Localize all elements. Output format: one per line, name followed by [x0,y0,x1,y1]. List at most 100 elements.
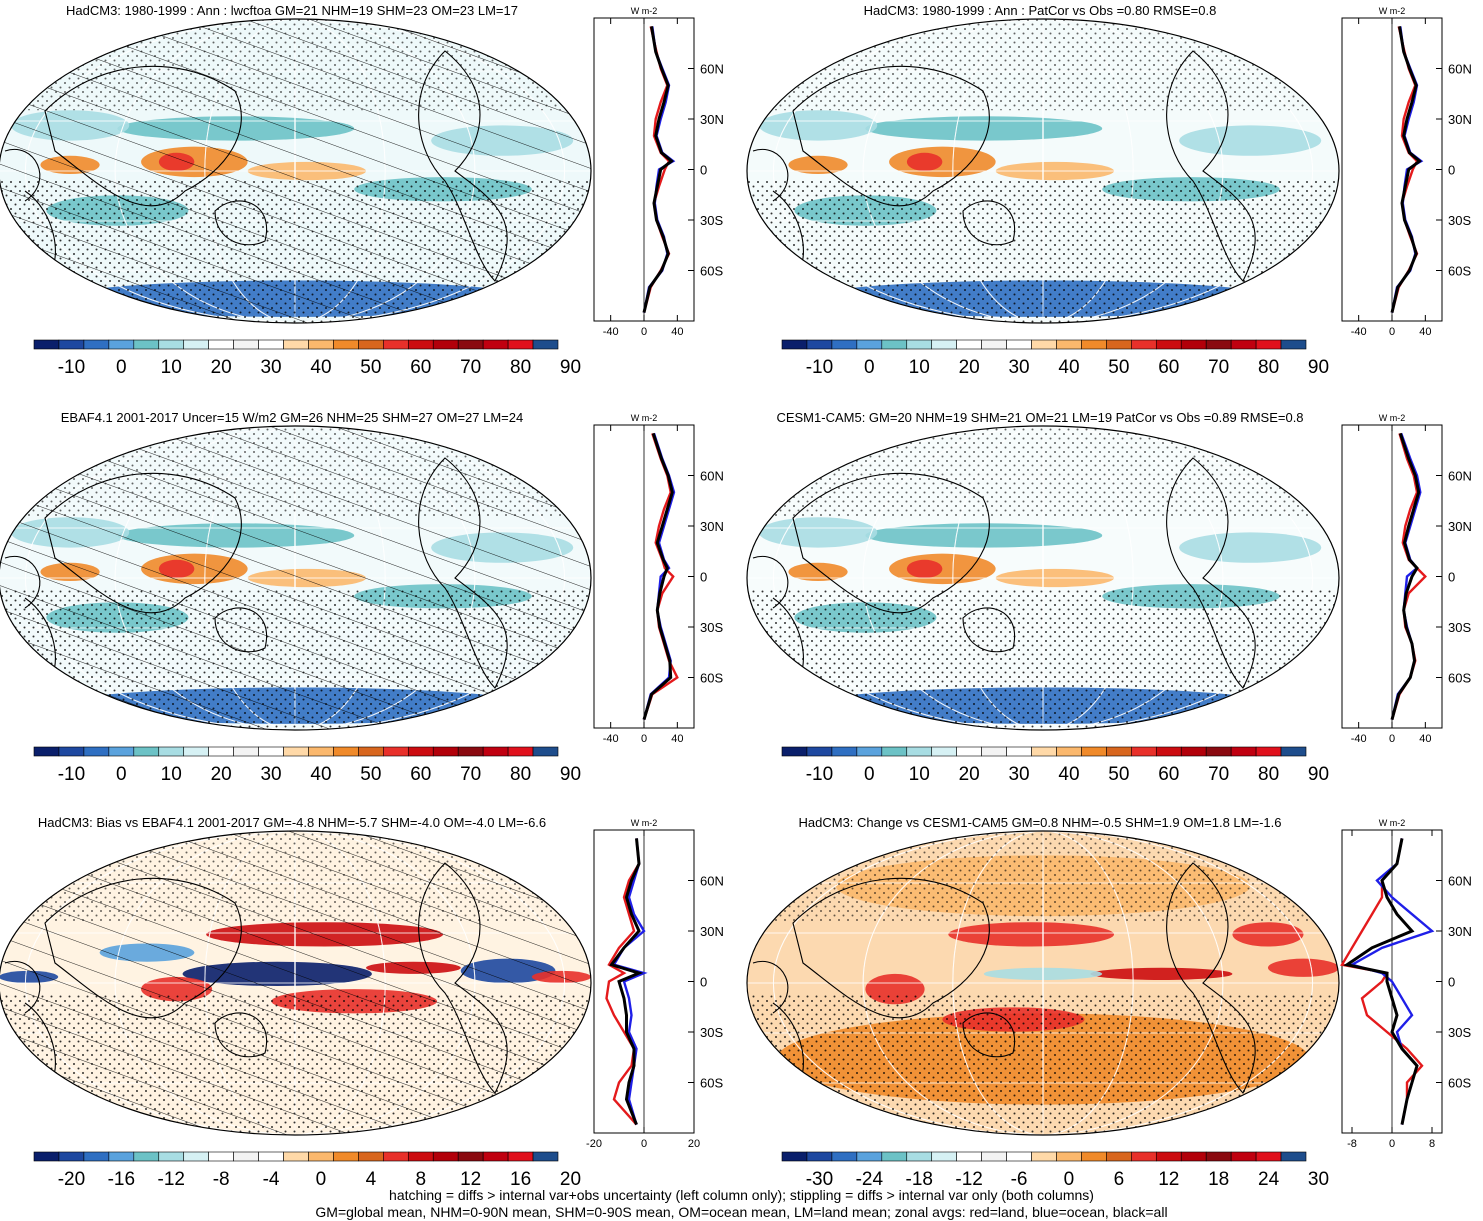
colorbar-label: -6 [1011,1169,1028,1190]
colorbar-cell [806,746,833,757]
lat-label: 30S [1448,1025,1471,1040]
panel-5: HadCM3: Bias vs EBAF4.1 2001-2017 GM=-4.… [0,815,724,1190]
colorbar-cell [1131,339,1157,350]
colorbar-cell [1056,1151,1082,1162]
colorbar-cell [1255,746,1282,757]
colorbar-cell [432,1151,459,1162]
colorbar-cell [856,339,883,350]
colorbar-label: 50 [1108,357,1129,378]
colorbar-label: 4 [366,1169,377,1190]
colorbar-cell [58,339,85,350]
colorbar-cell [1081,1151,1107,1162]
colorbar-label: 60 [1158,357,1179,378]
colorbar-label: 0 [864,764,875,785]
map-field [0,19,591,323]
colorbar-cell [1056,746,1082,757]
lat-label: 60S [700,264,723,279]
colorbar-cell [532,339,559,350]
zonal-x-tick: -40 [1351,733,1367,745]
colorbar-cell [1255,1151,1282,1162]
lat-label: 60N [1448,469,1472,484]
lat-label: 30N [700,519,724,534]
panel-1: HadCM3: 1980-1999 : Ann : lwcftoa GM=21 … [0,3,724,378]
lat-label: 60S [1448,264,1471,279]
zonal-mean-plot: -20 0 20 W m-2 60N 30N 0 30S 60S [586,818,724,1150]
colorbar-cell [931,339,957,350]
map-field [0,831,591,1135]
colorbar-cell [1180,339,1207,350]
colorbar-cell [931,746,957,757]
colorbar-cell [1006,1151,1032,1162]
colorbar-cell [931,1151,957,1162]
colorbar-cell [258,1151,284,1162]
colorbar-cell [83,746,110,757]
colorbar-label: 20 [211,764,232,785]
zonal-x-tick: 40 [1419,733,1431,745]
colorbar: -20 -16 -12 -8 -4 0 4 8 12 16 20 [33,1151,581,1190]
colorbar-label: 0 [316,1169,327,1190]
colorbar-cell [1230,1151,1257,1162]
lat-label: 60N [1448,874,1472,889]
zonal-mean-plot: -8 0 8 W m-2 60N 30N 0 30S 60S [1340,818,1472,1150]
lat-label: 30N [1448,112,1472,127]
lat-label: 30N [1448,924,1472,939]
colorbar-cell [956,1151,982,1162]
lat-label: 0 [1448,975,1455,990]
colorbar: -10 0 10 20 30 40 50 60 70 80 90 [781,339,1329,378]
colorbar-label: 70 [460,357,481,378]
colorbar-label: 40 [1058,357,1079,378]
colorbar-label: 30 [260,357,281,378]
zonal-unit: W m-2 [1379,413,1406,423]
panel-4: CESM1-CAM5: GM=20 NHM=19 SHM=21 OM=21 LM… [746,410,1472,785]
colorbar-cell [1081,339,1107,350]
colorbar-label: 20 [959,357,980,378]
colorbar-cell [1280,339,1307,350]
colorbar-label: 0 [116,764,127,785]
colorbar-cell [1155,339,1182,350]
colorbar-label: 80 [510,764,531,785]
colorbar-label: 10 [909,357,930,378]
colorbar-cell [856,1151,883,1162]
colorbar-label: 40 [310,357,331,378]
colorbar-label: 60 [410,357,431,378]
colorbar-cell [108,1151,135,1162]
panel-title: HadCM3: Bias vs EBAF4.1 2001-2017 GM=-4.… [38,815,546,830]
colorbar-label: 30 [1008,357,1029,378]
colorbar-label: 60 [410,764,431,785]
colorbar-cell [1031,746,1057,757]
colorbar-cell [33,339,60,350]
zonal-unit: W m-2 [631,6,658,16]
colorbar-cell [183,339,209,350]
colorbar-label: 90 [560,357,581,378]
colorbar-cell [507,746,534,757]
lat-label: 60N [1448,62,1472,77]
colorbar-cell [1155,1151,1182,1162]
lat-label: 30N [700,924,724,939]
colorbar-label: 80 [510,357,531,378]
zonal-x-tick: 20 [688,1138,700,1150]
map-field [747,426,1339,730]
colorbar-cell [956,339,982,350]
colorbar-label: 60 [1158,764,1179,785]
colorbar-label: 20 [211,357,232,378]
stippling [747,993,1339,1135]
colorbar-cell [781,339,808,350]
zonal-series-all [609,838,644,1126]
colorbar-label: 24 [1258,1169,1280,1190]
colorbar-cell [133,339,160,350]
zonal-mean-plot: -40 0 40 W m-2 60N 30N 0 30S 60S [1341,6,1472,338]
panel-title: CESM1-CAM5: GM=20 NHM=19 SHM=21 OM=21 LM… [776,410,1303,425]
colorbar-cell [1006,339,1032,350]
zonal-x-tick: 40 [671,733,683,745]
colorbar-cell [1205,1151,1232,1162]
lat-label: 60S [1448,1076,1471,1091]
colorbar-label: 90 [560,764,581,785]
colorbar-label: 40 [1058,764,1079,785]
colorbar-cell [258,339,284,350]
colorbar-cell [457,1151,484,1162]
colorbar-label: 0 [116,357,127,378]
colorbar-label: 30 [1308,1169,1329,1190]
colorbar-cell [1131,746,1157,757]
coastlines [4,862,508,1094]
lat-label: 60N [700,874,724,889]
